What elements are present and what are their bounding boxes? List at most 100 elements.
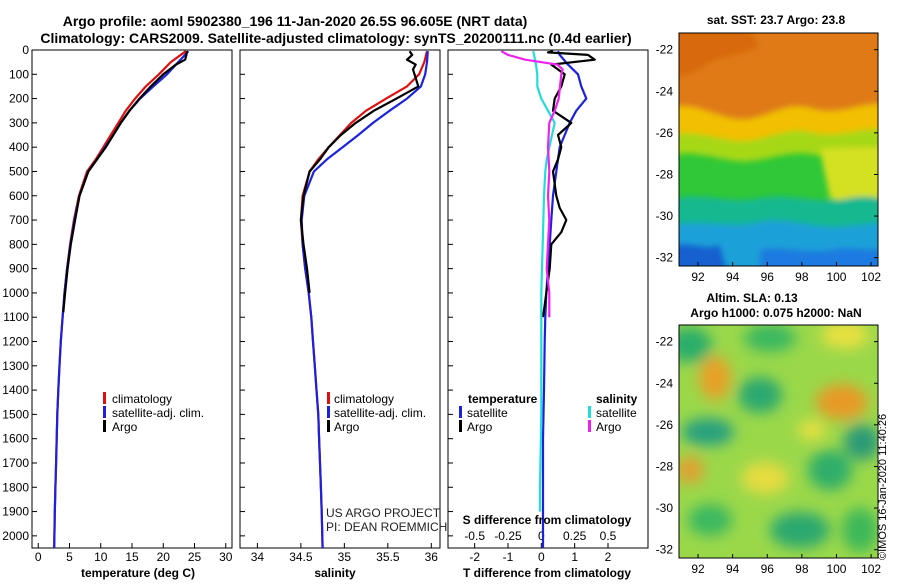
title-line-2: Climatology: CARS2009. Satellite-adjuste…	[40, 30, 631, 46]
map-lon-label: 100	[826, 562, 846, 576]
sla-map-frame	[678, 324, 879, 559]
map-lat-label: -26	[656, 126, 674, 140]
map-lon-label: 96	[761, 562, 775, 576]
depth-tick-label: 100	[9, 67, 29, 81]
sla-map-title-1: Altim. SLA: 0.13	[706, 291, 798, 305]
credit-us-argo: US ARGO PROJECT	[326, 506, 441, 520]
depth-tick-label: 600	[9, 189, 29, 203]
temp-legend-satellite-mark	[103, 406, 106, 418]
x-tick-label: 35	[338, 550, 352, 564]
diff-legend-sal-satellite-mark	[588, 406, 591, 418]
temp-legend-climatology-mark	[103, 392, 106, 404]
temperature-panel-frame	[31, 49, 233, 549]
series-salinity-argo	[500, 50, 564, 318]
temp-legend-climatology: climatology	[112, 392, 172, 406]
diff-legend-temp-satellite-mark	[459, 406, 462, 418]
sst-map-frame	[678, 32, 879, 267]
sal-legend-satellite: satellite-adj. clim.	[334, 406, 426, 420]
x-tick-label: 0	[538, 550, 545, 564]
s-tick-label: 0.25	[563, 529, 587, 543]
s-tick-label: 0.5	[600, 529, 617, 543]
series-argo	[299, 50, 420, 294]
temp-legend-satellite: satellite-adj. clim.	[112, 406, 204, 420]
sla-map-title-2: Argo h1000: 0.075 h2000: NaN	[690, 306, 861, 320]
credit-pi: PI: DEAN ROEMMICH	[326, 520, 447, 534]
series-satellite-adj-clim-	[53, 50, 190, 549]
x-tick-label: 15	[125, 550, 139, 564]
depth-tick-label: 1800	[2, 480, 29, 494]
x-tick-label: 25	[188, 550, 202, 564]
sal-legend-satellite-mark	[327, 406, 330, 418]
depth-tick-label: 300	[9, 116, 29, 130]
sal-legend-argo-mark	[327, 420, 330, 432]
map-lat-label: -28	[656, 459, 674, 473]
sal-legend-climatology-mark	[327, 392, 330, 404]
map-lon-label: 102	[861, 270, 881, 284]
s-tick-label: -0.5	[464, 529, 485, 543]
x-tick-label: 5	[66, 550, 73, 564]
map-lat-label: -32	[656, 251, 674, 265]
map-lat-label: -22	[656, 335, 674, 349]
temp-legend-argo-mark	[103, 420, 106, 432]
map-lat-label: -30	[656, 501, 674, 515]
depth-tick-label: 1200	[2, 335, 29, 349]
depth-tick-label: 400	[9, 140, 29, 154]
depth-tick-label: 1600	[2, 432, 29, 446]
x-tick-label: 1	[571, 550, 578, 564]
depth-tick-label: 1400	[2, 383, 29, 397]
map-lon-label: 96	[761, 270, 775, 284]
x-tick-label: -1	[503, 550, 514, 564]
depth-tick-label: 1700	[2, 456, 29, 470]
map-lon-label: 102	[861, 562, 881, 576]
map-lat-label: -30	[656, 209, 674, 223]
salinity-panel: 34 34.5 35 35.5 36 climatology satellite-adj…	[239, 49, 447, 580]
series-temperature-argo	[541, 50, 596, 318]
x-tick-label: 36	[425, 550, 439, 564]
map-lon-label: 100	[826, 270, 846, 284]
series-argo	[62, 51, 189, 313]
depth-tick-label: 800	[9, 237, 29, 251]
map-lon-label: 98	[795, 270, 809, 284]
x-tick-label: 34	[251, 550, 265, 564]
map-lat-label: -32	[656, 543, 674, 557]
depth-tick-label: 1000	[2, 286, 29, 300]
diff-legend-temp-satellite: satellite	[467, 406, 508, 420]
diff-legend-sal-argo-mark	[588, 420, 591, 432]
diff-legend-sal-satellite: satellite	[596, 406, 637, 420]
depth-tick-label: 700	[9, 213, 29, 227]
map-lat-label: -24	[656, 376, 674, 390]
x-tick-label: 0	[35, 550, 42, 564]
x-tick-label: 10	[94, 550, 108, 564]
diff-legend-temp-title: temperature	[468, 392, 538, 406]
depth-tick-label: 1100	[3, 310, 29, 324]
sal-legend-argo: Argo	[334, 420, 360, 434]
difference-panel: -2 -1 0 1 2 -0.5 -0.25 0 0.25 0.5 temperature sal…	[447, 49, 649, 580]
sst-field	[679, 33, 878, 266]
temperature-xlabel: temperature (deg C)	[81, 566, 195, 580]
map-lat-label: -26	[656, 418, 674, 432]
depth-tick-label: 2000	[2, 529, 29, 543]
sal-legend-climatology: climatology	[334, 392, 394, 406]
map-lon-label: 94	[726, 562, 740, 576]
diff-legend-sal-title: salinity	[596, 392, 638, 406]
diff-legend-temp-argo-mark	[459, 420, 462, 432]
map-lon-label: 92	[691, 270, 705, 284]
series-temperature-satellite	[541, 50, 588, 548]
sla-field	[679, 325, 878, 558]
map-lat-label: -22	[656, 43, 674, 57]
sla-map: Altim. SLA: 0.13 Argo h1000: 0.075 h2000…	[656, 291, 882, 576]
depth-tick-label: 1900	[2, 505, 29, 519]
s-tick-label: 0	[538, 529, 545, 543]
s-tick-label: -0.25	[494, 529, 522, 543]
x-tick-label: 30	[219, 550, 233, 564]
s-difference-label: S difference from climatology	[463, 513, 632, 527]
depth-tick-label: 1500	[2, 407, 29, 421]
depth-tick-label: 500	[9, 164, 29, 178]
map-lat-label: -24	[656, 84, 674, 98]
sst-map: sat. SST: 23.7 Argo: 23.8 -22 -24 -26 -28 -3…	[656, 13, 882, 284]
depth-tick-label: 900	[9, 262, 29, 276]
temperature-panel: 0100200300400500600700800900100011001200…	[2, 43, 232, 580]
depth-tick-label: 1300	[2, 359, 29, 373]
x-tick-label: 2	[605, 550, 612, 564]
